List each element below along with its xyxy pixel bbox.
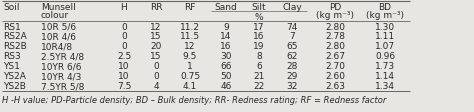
Text: 20: 20 <box>150 42 162 51</box>
Text: Sand: Sand <box>215 2 237 11</box>
Text: RS2A: RS2A <box>3 32 27 41</box>
Text: 50: 50 <box>220 72 232 81</box>
Text: H -H value; PD-Particle density; BD – Bulk density; RR- Redness rating; RF = Red: H -H value; PD-Particle density; BD – Bu… <box>2 95 386 104</box>
Text: 10: 10 <box>118 62 130 71</box>
Text: 2.70: 2.70 <box>325 62 345 71</box>
Text: 46: 46 <box>220 82 232 91</box>
Text: 1.34: 1.34 <box>375 82 395 91</box>
Text: 2.80: 2.80 <box>325 42 345 51</box>
Text: RR: RR <box>150 2 162 11</box>
Text: 0: 0 <box>153 72 159 81</box>
Text: 7.5YR 5/8: 7.5YR 5/8 <box>41 82 84 91</box>
Text: 29: 29 <box>286 72 298 81</box>
Text: 2.78: 2.78 <box>325 32 345 41</box>
Text: Munsell: Munsell <box>41 2 76 11</box>
Text: 1.11: 1.11 <box>375 32 395 41</box>
Text: 0: 0 <box>121 42 127 51</box>
Text: 0.96: 0.96 <box>375 52 395 61</box>
Text: 2.63: 2.63 <box>325 82 345 91</box>
Text: Silt: Silt <box>252 2 266 11</box>
Text: 22: 22 <box>254 82 264 91</box>
Text: 30: 30 <box>220 52 232 61</box>
Text: 0: 0 <box>121 32 127 41</box>
Text: 32: 32 <box>286 82 298 91</box>
Text: 1.07: 1.07 <box>375 42 395 51</box>
Text: 6: 6 <box>256 62 262 71</box>
Text: 2.67: 2.67 <box>325 52 345 61</box>
Text: 10R 5/6: 10R 5/6 <box>41 22 76 31</box>
Text: 62: 62 <box>286 52 298 61</box>
Text: YS1: YS1 <box>3 62 20 71</box>
Text: RF: RF <box>184 2 196 11</box>
Text: RS1: RS1 <box>3 22 21 31</box>
Text: 1.30: 1.30 <box>375 22 395 31</box>
Text: H: H <box>120 2 128 11</box>
Text: 0.75: 0.75 <box>180 72 200 81</box>
Text: 2.60: 2.60 <box>325 72 345 81</box>
Text: (kg m⁻³): (kg m⁻³) <box>366 10 404 19</box>
Text: 14: 14 <box>220 32 232 41</box>
Text: 12: 12 <box>150 22 162 31</box>
Text: PD: PD <box>329 2 341 11</box>
Text: 10R4/8: 10R4/8 <box>41 42 73 51</box>
Text: 10R 4/6: 10R 4/6 <box>41 32 76 41</box>
Text: 4.1: 4.1 <box>183 82 197 91</box>
Text: 74: 74 <box>286 22 298 31</box>
Text: 65: 65 <box>286 42 298 51</box>
Text: Soil: Soil <box>3 2 19 11</box>
Text: 19: 19 <box>253 42 265 51</box>
Text: 16: 16 <box>220 42 232 51</box>
Text: 10YR 4/3: 10YR 4/3 <box>41 72 82 81</box>
Text: 0: 0 <box>121 22 127 31</box>
Text: 28: 28 <box>286 62 298 71</box>
Text: BD: BD <box>379 2 392 11</box>
Text: YS2A: YS2A <box>3 72 26 81</box>
Text: 7: 7 <box>289 32 295 41</box>
Text: Clay: Clay <box>282 2 302 11</box>
Text: 21: 21 <box>253 72 264 81</box>
Text: colour: colour <box>41 10 69 19</box>
Text: RS2B: RS2B <box>3 42 27 51</box>
Text: 8: 8 <box>256 52 262 61</box>
Text: 1.73: 1.73 <box>375 62 395 71</box>
Text: 4: 4 <box>153 82 159 91</box>
Text: 10YR 6/6: 10YR 6/6 <box>41 62 82 71</box>
Text: 10: 10 <box>118 72 130 81</box>
Text: 9.5: 9.5 <box>183 52 197 61</box>
Text: 11.5: 11.5 <box>180 32 200 41</box>
Text: 15: 15 <box>150 52 162 61</box>
Text: 7.5: 7.5 <box>117 82 131 91</box>
Text: 1: 1 <box>187 62 193 71</box>
Text: 0: 0 <box>153 62 159 71</box>
Text: RS3: RS3 <box>3 52 21 61</box>
Text: 9: 9 <box>223 22 229 31</box>
Text: 16: 16 <box>253 32 265 41</box>
Text: 12: 12 <box>184 42 196 51</box>
Text: 15: 15 <box>150 32 162 41</box>
Text: 11.2: 11.2 <box>180 22 200 31</box>
Text: 17: 17 <box>253 22 265 31</box>
Text: 2.5YR 4/8: 2.5YR 4/8 <box>41 52 84 61</box>
Text: %: % <box>255 13 264 22</box>
Text: 66: 66 <box>220 62 232 71</box>
Text: 1.14: 1.14 <box>375 72 395 81</box>
Text: 2.80: 2.80 <box>325 22 345 31</box>
Text: YS2B: YS2B <box>3 82 26 91</box>
Text: (kg m⁻³): (kg m⁻³) <box>316 10 354 19</box>
Text: 2.5: 2.5 <box>117 52 131 61</box>
